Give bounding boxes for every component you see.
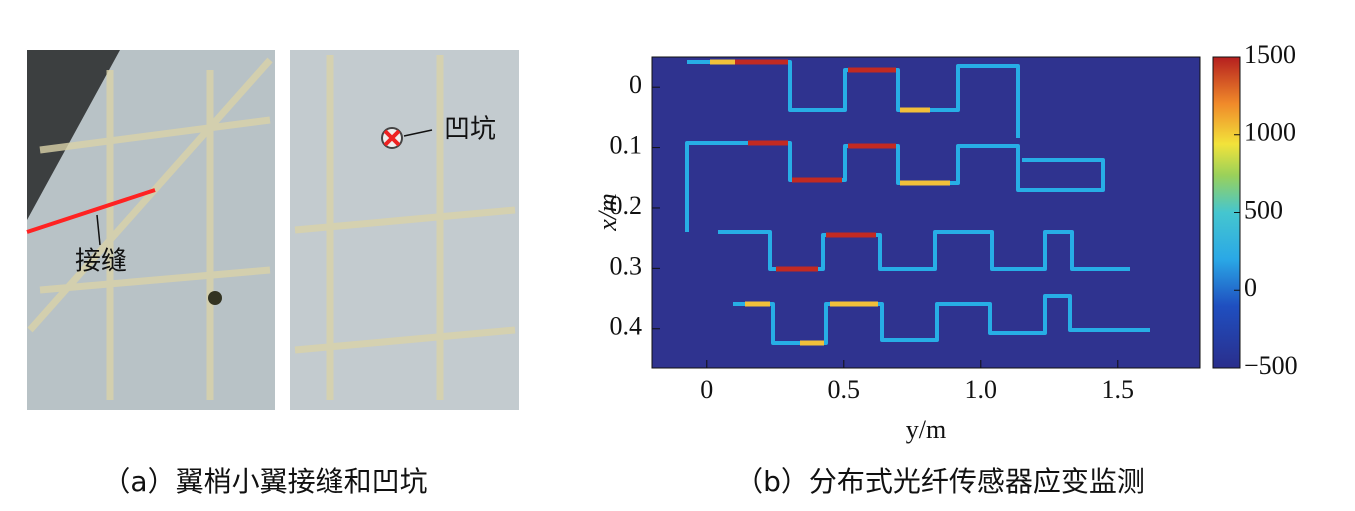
x-tick-label: 0 xyxy=(700,375,713,404)
joint-label: 接缝 xyxy=(75,247,127,277)
x-axis-label: y/m xyxy=(906,415,946,444)
x-tick-label: 1.5 xyxy=(1102,375,1135,404)
x-tick-label: 0.5 xyxy=(828,375,861,404)
caption-a: （a）翼梢小翼接缝和凹坑 xyxy=(102,465,427,498)
colorbar-tick-label: −500 xyxy=(1244,351,1298,380)
caption-b: （b）分布式光纤传感器应变监测 xyxy=(735,465,1145,498)
colorbar-tick-label: 0 xyxy=(1244,273,1257,302)
fiber-trace xyxy=(733,294,1150,345)
x-tick-label: 1.0 xyxy=(965,375,998,404)
y-tick-label: 0 xyxy=(629,70,642,99)
fiber-warm xyxy=(710,59,950,346)
photo-right: 凹坑 xyxy=(290,50,519,410)
y-axis-label: x/m xyxy=(593,193,622,232)
fiber-traces xyxy=(685,59,1150,346)
colorbar-tick-label: 1000 xyxy=(1244,118,1296,147)
y-tick-label: 0.2 xyxy=(610,191,643,220)
y-tick-label: 0.3 xyxy=(610,251,643,280)
fiber-hot xyxy=(735,59,896,272)
y-tick-label: 0.1 xyxy=(610,131,643,160)
colorbar-tick-label: 500 xyxy=(1244,195,1283,224)
plot-area xyxy=(651,56,1201,369)
photo-left: 接缝 xyxy=(26,50,275,410)
y-tick-label: 0.4 xyxy=(610,312,643,341)
fiber-trace xyxy=(687,60,1020,138)
fiber-trace xyxy=(685,141,1105,232)
colorbar-tick-label: 1500 xyxy=(1244,40,1296,69)
dent-label: 凹坑 xyxy=(444,115,496,145)
